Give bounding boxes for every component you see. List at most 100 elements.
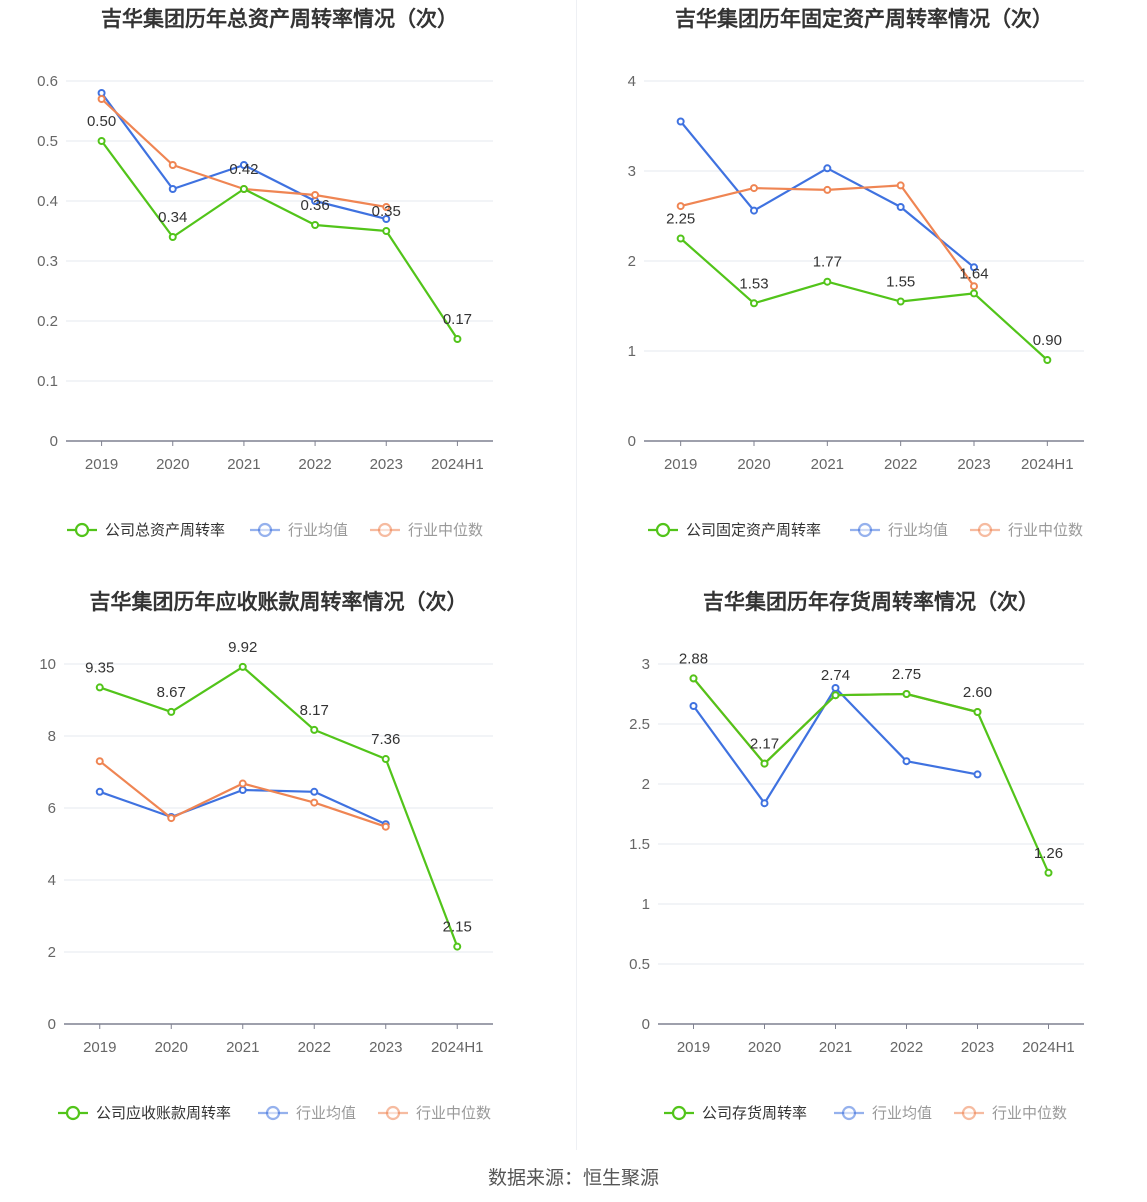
- legend-label-company: 公司固定资产周转率: [686, 522, 821, 539]
- y-tick-label: 0.4: [37, 193, 58, 210]
- y-tick-label: 8: [48, 728, 56, 745]
- data-label: 7.36: [371, 731, 400, 748]
- data-point-avg: [168, 185, 177, 193]
- data-point-company: [750, 299, 758, 308]
- data-label: 1.55: [886, 274, 915, 291]
- chart-title: 吉华集团历年应收账款周转率情况（次）: [90, 590, 468, 614]
- data-point-company: [239, 185, 248, 193]
- y-tick-label: 3: [642, 656, 650, 673]
- chart-title: 吉华集团历年总资产周转率情况（次）: [101, 7, 458, 31]
- x-tick-label: 2024H1: [431, 1039, 484, 1056]
- legend-marker-avg: [265, 1105, 281, 1121]
- data-point-avg: [95, 787, 104, 796]
- data-label: 0.34: [158, 209, 187, 226]
- x-tick-label: 2019: [85, 456, 118, 473]
- data-label: 2.88: [679, 650, 708, 667]
- chart-panel-receivables-turnover: 吉华集团历年应收账款周转率情况（次） 0 2 4 6 8 10 2019 2020 2021 202…: [0, 583, 573, 1166]
- legend-marker-company: [655, 522, 671, 538]
- legend-marker-median: [377, 522, 393, 538]
- y-tick-label: 2: [628, 253, 636, 270]
- series-line-company: [100, 140, 459, 340]
- data-point-avg: [760, 799, 769, 808]
- data-point-median: [750, 184, 758, 193]
- x-tick-label: 2019: [664, 456, 697, 473]
- data-point-avg: [676, 117, 685, 126]
- x-tick-label: 2023: [957, 456, 990, 473]
- y-tick-label: 2: [48, 944, 56, 961]
- data-point-company: [453, 942, 462, 951]
- y-tick-label: 4: [48, 872, 56, 889]
- legend-label-avg: 行业均值: [296, 1105, 356, 1122]
- data-point-avg: [970, 263, 978, 272]
- x-tick-label: 2019: [83, 1039, 116, 1056]
- legend-marker-company: [74, 522, 90, 538]
- y-tick-label: 0: [48, 1016, 56, 1033]
- x-tick-label: 2020: [155, 1039, 188, 1056]
- chart-svg-total-asset-turnover: 吉华集团历年总资产周转率情况（次） 0 0.1 0.2 0.3 0.4 0.5 0.6 2019…: [37, 7, 493, 539]
- x-tick-label: 2023: [370, 456, 403, 473]
- x-tick-label: 2021: [819, 1039, 852, 1056]
- chart-panel-total-asset-turnover: 吉华集团历年总资产周转率情况（次） 0 0.1 0.2 0.3 0.4 0.5 0.6 2019…: [0, 0, 573, 583]
- legend-label-median: 行业中位数: [992, 1105, 1067, 1122]
- data-label: 9.35: [85, 659, 114, 676]
- data-label: 1.26: [1034, 845, 1063, 862]
- data-point-company: [902, 690, 911, 698]
- data-point-company: [896, 297, 905, 306]
- y-tick-label: 0.5: [37, 133, 58, 150]
- data-point-median: [310, 798, 319, 807]
- data-point-company: [168, 233, 177, 241]
- x-tick-label: 2019: [677, 1039, 710, 1056]
- chart-panel-fixed-asset-turnover: 吉华集团历年固定资产周转率情况（次） 0 1 2 3 4 2019 2020 2021 2022 2…: [576, 0, 1147, 583]
- data-label: 1.77: [813, 254, 842, 271]
- data-label: 2.60: [963, 684, 992, 701]
- x-tick-label: 2021: [811, 456, 844, 473]
- data-point-company: [95, 683, 104, 692]
- x-tick-label: 2022: [298, 1039, 331, 1056]
- y-tick-label: 1: [642, 896, 650, 913]
- x-tick-label: 2022: [884, 456, 917, 473]
- chart-title: 吉华集团历年固定资产周转率情况（次）: [675, 7, 1053, 31]
- chart-svg-inventory-turnover: 吉华集团历年存货周转率情况（次） 0 0.5 1 1.5 2 2.5 3 2019 2020 202…: [629, 590, 1084, 1122]
- legend-marker-avg: [257, 522, 273, 538]
- series-line-company: [692, 677, 1050, 874]
- data-point-company: [1043, 356, 1052, 364]
- chart-title: 吉华集团历年存货周转率情况（次）: [703, 590, 1039, 614]
- data-point-avg: [239, 161, 248, 169]
- y-tick-label: 1: [628, 343, 636, 360]
- data-point-median: [382, 203, 391, 211]
- data-label: 1.64: [959, 265, 988, 282]
- legend-marker-median: [385, 1105, 401, 1121]
- data-point-median: [238, 779, 247, 788]
- data-label: 2.15: [443, 919, 472, 936]
- y-tick-label: 2.5: [629, 716, 650, 733]
- data-point-company: [831, 691, 840, 700]
- x-tick-label: 2024H1: [431, 456, 484, 473]
- data-label: 2.17: [750, 736, 779, 753]
- data-label: 0.42: [229, 161, 258, 178]
- y-tick-label: 0.3: [37, 253, 58, 270]
- data-point-company: [760, 759, 769, 768]
- data-label: 2.25: [666, 211, 695, 228]
- data-point-company: [676, 234, 685, 243]
- legend-label-company: 公司应收账款周转率: [96, 1104, 231, 1122]
- data-label: 2.75: [892, 666, 921, 683]
- legend-marker-median: [977, 522, 993, 538]
- y-tick-label: 0: [642, 1016, 650, 1033]
- data-label: 2.74: [821, 667, 850, 684]
- series-line-median: [680, 184, 975, 287]
- data-point-company: [97, 137, 106, 145]
- data-point-avg: [896, 203, 905, 211]
- data-point-avg: [831, 684, 840, 692]
- data-point-company: [823, 277, 832, 286]
- legend-marker-company: [65, 1105, 81, 1121]
- y-tick-label: 0: [628, 433, 636, 450]
- data-label: 8.17: [300, 702, 329, 719]
- data-point-median: [823, 185, 832, 194]
- chart-svg-fixed-asset-turnover: 吉华集团历年固定资产周转率情况（次） 0 1 2 3 4 2019 2020 2021 2022 2…: [628, 7, 1084, 539]
- data-label: 9.92: [228, 639, 257, 656]
- x-tick-label: 2024H1: [1021, 456, 1074, 473]
- chart-panel-inventory-turnover: 吉华集团历年存货周转率情况（次） 0 0.5 1 1.5 2 2.5 3 2019 2020 202…: [576, 583, 1147, 1166]
- y-tick-label: 0.6: [37, 73, 58, 90]
- data-point-median: [896, 181, 905, 190]
- data-point-avg: [973, 770, 982, 779]
